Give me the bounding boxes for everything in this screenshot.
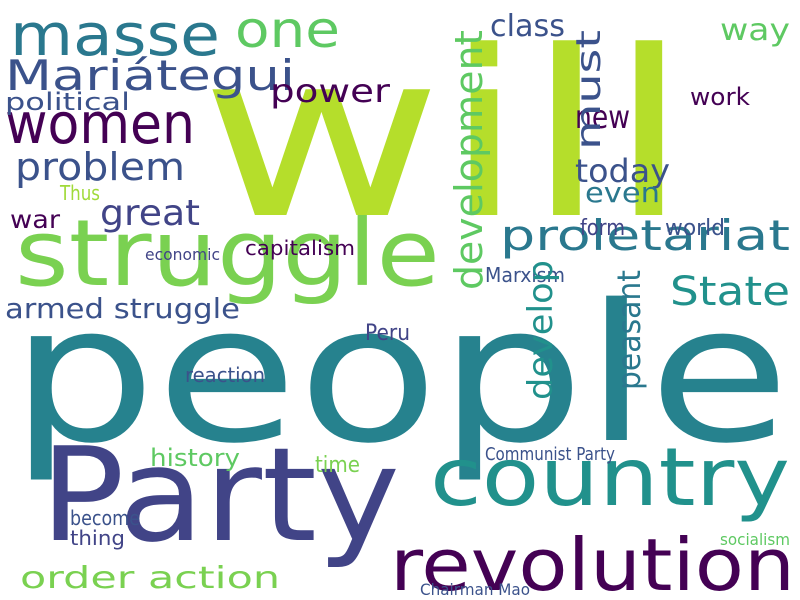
word: Peru: [365, 321, 410, 346]
word: form: [580, 216, 625, 241]
word: capitalism: [245, 236, 355, 260]
word: struggle: [15, 200, 440, 307]
word: Party: [40, 419, 400, 571]
word: power: [270, 72, 391, 110]
word: socialism: [720, 530, 790, 549]
word: thing: [70, 526, 125, 550]
word: world: [665, 216, 725, 241]
word: work: [690, 83, 750, 111]
word: economic: [145, 245, 220, 264]
word: become: [70, 506, 140, 530]
word: great: [100, 193, 200, 234]
word: even: [585, 176, 660, 209]
word: country: [430, 431, 790, 524]
word: new: [575, 98, 630, 136]
word: development: [447, 30, 491, 290]
word: class: [490, 9, 565, 44]
word: revolution: [390, 523, 795, 600]
word: develop: [521, 260, 561, 400]
word: reaction: [185, 363, 265, 387]
word: masse: [10, 1, 220, 69]
word: time: [315, 453, 360, 478]
word: Communist Party: [485, 444, 615, 465]
word: will: [200, 3, 690, 270]
word: war: [10, 205, 61, 234]
word: peasant: [610, 270, 648, 390]
word: history: [150, 444, 240, 472]
word: Marxism: [485, 263, 565, 287]
word: order action: [20, 561, 280, 596]
word: proletariat: [500, 211, 790, 260]
word: people: [10, 264, 790, 485]
word: Chairman Mao: [420, 580, 530, 599]
word: political: [5, 88, 130, 116]
word: Mariátegui: [5, 51, 295, 100]
word: must: [569, 30, 609, 150]
word: armed struggle: [5, 292, 240, 325]
word: today: [575, 152, 670, 190]
word: Thus: [59, 181, 100, 205]
word: one: [235, 1, 340, 59]
word: women: [5, 92, 195, 157]
word: problem: [15, 145, 185, 189]
word: State: [670, 269, 790, 315]
word: way: [720, 13, 790, 48]
